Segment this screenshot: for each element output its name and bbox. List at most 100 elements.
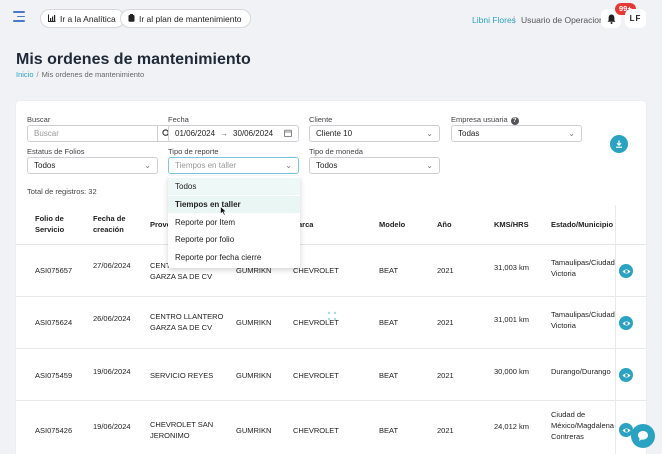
cell-modelo: BEAT — [379, 266, 399, 275]
chart-icon — [48, 14, 56, 24]
cell-proveedor: CENT GARZA SA DE CV — [150, 260, 212, 282]
maintenance-plan-button[interactable]: Ir al plan de mantenimiento — [120, 9, 251, 28]
maintenance-plan-button-label: Ir al plan de mantenimiento — [139, 13, 242, 24]
search-input[interactable]: Buscar — [27, 125, 158, 142]
chevron-down-icon: ⌄ — [568, 129, 575, 138]
header-anio[interactable]: Año — [437, 220, 452, 229]
header-folio[interactable]: Folio de Servicio — [35, 213, 64, 235]
currency-label: Tipo de moneda — [309, 147, 363, 156]
date-arrow: → — [220, 129, 229, 138]
user-name[interactable]: Libni Flores — [472, 15, 516, 25]
client-label: Cliente — [309, 115, 333, 124]
header-modelo[interactable]: Modelo — [379, 220, 406, 229]
cell-marca: CHEVROLET — [293, 426, 339, 435]
chevron-down-icon: ⌄ — [426, 129, 433, 138]
cell-proveedor-line1: CHEVROLET SAN — [150, 420, 214, 429]
header-fecha[interactable]: Fecha de creación — [93, 213, 126, 235]
table-header: Folio de Servicio Fecha de creación Prove … — [16, 205, 646, 245]
company-label: Empresa usuaria? — [451, 115, 519, 125]
cell-estado-line2: Victoria — [551, 321, 576, 330]
company-select[interactable]: Todas ⌄ — [451, 125, 582, 142]
currency-value: Todos — [316, 161, 338, 170]
cell-estado-line2: Victoria — [551, 269, 576, 278]
dropdown-option[interactable]: Tiempos en taller — [168, 196, 300, 213]
header-fecha-line2: creación — [93, 225, 124, 234]
status-select[interactable]: Todos ⌄ — [27, 157, 158, 174]
header-estado[interactable]: Estado/Municipio — [551, 220, 614, 229]
breadcrumb-separator: / — [36, 70, 39, 79]
total-records: Total de registros: 32 — [27, 187, 97, 196]
dropdown-option[interactable]: Todos — [168, 178, 300, 195]
report-type-select[interactable]: Tiempos en taller ⌄ — [168, 157, 299, 174]
view-button[interactable] — [619, 264, 633, 278]
cell-proveedor-line2: JERONIMO — [150, 431, 190, 440]
company-value: Todas — [458, 129, 480, 138]
cell-fecha: 26/06/2024 — [93, 314, 131, 323]
breadcrumb: Inicio / Mis ordenes de mantenimiento — [16, 70, 144, 79]
dropdown-option[interactable]: Reporte por Item — [175, 218, 236, 227]
view-button[interactable] — [619, 316, 633, 330]
help-icon[interactable]: ? — [510, 117, 519, 125]
chevron-down-icon: ⌄ — [144, 161, 151, 170]
cell-gum: GUMRIKN — [236, 318, 272, 327]
eye-icon — [621, 427, 631, 433]
cell-kms: 30,000 km — [494, 367, 530, 376]
cell-marca: CHEVROLET — [293, 371, 339, 380]
currency-select[interactable]: Todos ⌄ — [309, 157, 440, 174]
table-row: ASI075459 19/06/2024 SERVICIO REYES GUMR… — [16, 349, 646, 401]
header-folio-line2: Servicio — [35, 225, 65, 234]
calendar-icon — [284, 129, 292, 139]
eye-icon — [621, 372, 631, 378]
date-to: 30/06/2024 — [233, 129, 274, 138]
table-row: ASI075657 27/06/2024 CENT GARZA SA DE CV … — [16, 245, 646, 297]
cell-gum: GUMRIKN — [236, 371, 272, 380]
cell-gum: GUMRIKN — [236, 266, 272, 275]
cell-proveedor: CENTRO LLANTERO GARZA SA DE CV — [150, 311, 223, 333]
table-row: ASI075624 26/06/2024 CENTRO LLANTERO GARZ… — [16, 297, 646, 349]
analytics-button[interactable]: Ir a la Analítica — [40, 9, 125, 28]
cell-estado-line1: Ciudad de — [551, 410, 586, 419]
avatar[interactable]: LF — [625, 9, 646, 28]
divider: | — [513, 14, 516, 24]
top-bar: Ir a la Analítica Ir al plan de mantenim… — [0, 0, 662, 36]
cell-estado-line1: Tamaulipas/Ciudad — [551, 258, 615, 267]
cell-proveedor-line1: CENT — [150, 261, 171, 270]
cell-estado: Durango/Durango — [551, 367, 611, 376]
cell-anio: 2021 — [437, 266, 454, 275]
report-type-placeholder: Tiempos en taller — [175, 161, 237, 170]
notifications-button[interactable] — [601, 9, 621, 28]
orders-card: Buscar Buscar Fecha 01/06/2024 → 30/06/2… — [16, 101, 646, 454]
client-value: Cliente 10 — [316, 129, 353, 138]
cell-proveedor: SERVICIO REYES — [150, 371, 214, 380]
mouse-cursor-icon — [220, 205, 228, 218]
breadcrumb-home[interactable]: Inicio — [16, 70, 34, 79]
table-row: ASI075426 19/06/2024 CHEVROLET SAN JERONI… — [16, 401, 646, 454]
dropdown-option[interactable]: Reporte por fecha cierre — [175, 253, 262, 262]
download-button[interactable] — [610, 135, 628, 153]
report-type-dropdown: Todos Tiempos en taller Reporte por Item… — [168, 176, 300, 268]
header-proveedor[interactable]: Prove — [150, 220, 171, 229]
cell-anio: 2021 — [437, 371, 454, 380]
cell-estado: Tamaulipas/Ciudad Victoria — [551, 257, 615, 279]
chat-button[interactable] — [631, 424, 655, 448]
cell-kms: 31,001 km — [494, 315, 530, 324]
date-range-picker[interactable]: 01/06/2024 → 30/06/2024 — [168, 125, 299, 142]
hamburger-menu-icon[interactable] — [13, 11, 25, 23]
cell-folio: ASI075624 — [35, 318, 73, 327]
company-label-text: Empresa usuaria — [451, 115, 508, 124]
cell-estado: Ciudad de México/Magdalena Contreras — [551, 409, 614, 442]
dropdown-option[interactable]: Reporte por folio — [175, 235, 235, 244]
header-marca[interactable]: arca — [298, 220, 314, 229]
cell-estado-line3: Contreras — [551, 432, 584, 441]
cell-modelo: BEAT — [379, 371, 399, 380]
cell-anio: 2021 — [437, 426, 454, 435]
client-select[interactable]: Cliente 10 ⌄ — [309, 125, 440, 142]
bell-icon — [607, 14, 615, 24]
header-kms[interactable]: KMS/HRS — [494, 220, 529, 229]
view-button[interactable] — [619, 368, 633, 382]
report-type-label: Tipo de reporte — [168, 147, 219, 156]
user-role: Usuario de Operaciones — [521, 15, 613, 25]
cell-modelo: BEAT — [379, 426, 399, 435]
search-label: Buscar — [27, 115, 51, 124]
view-button[interactable] — [619, 423, 633, 437]
